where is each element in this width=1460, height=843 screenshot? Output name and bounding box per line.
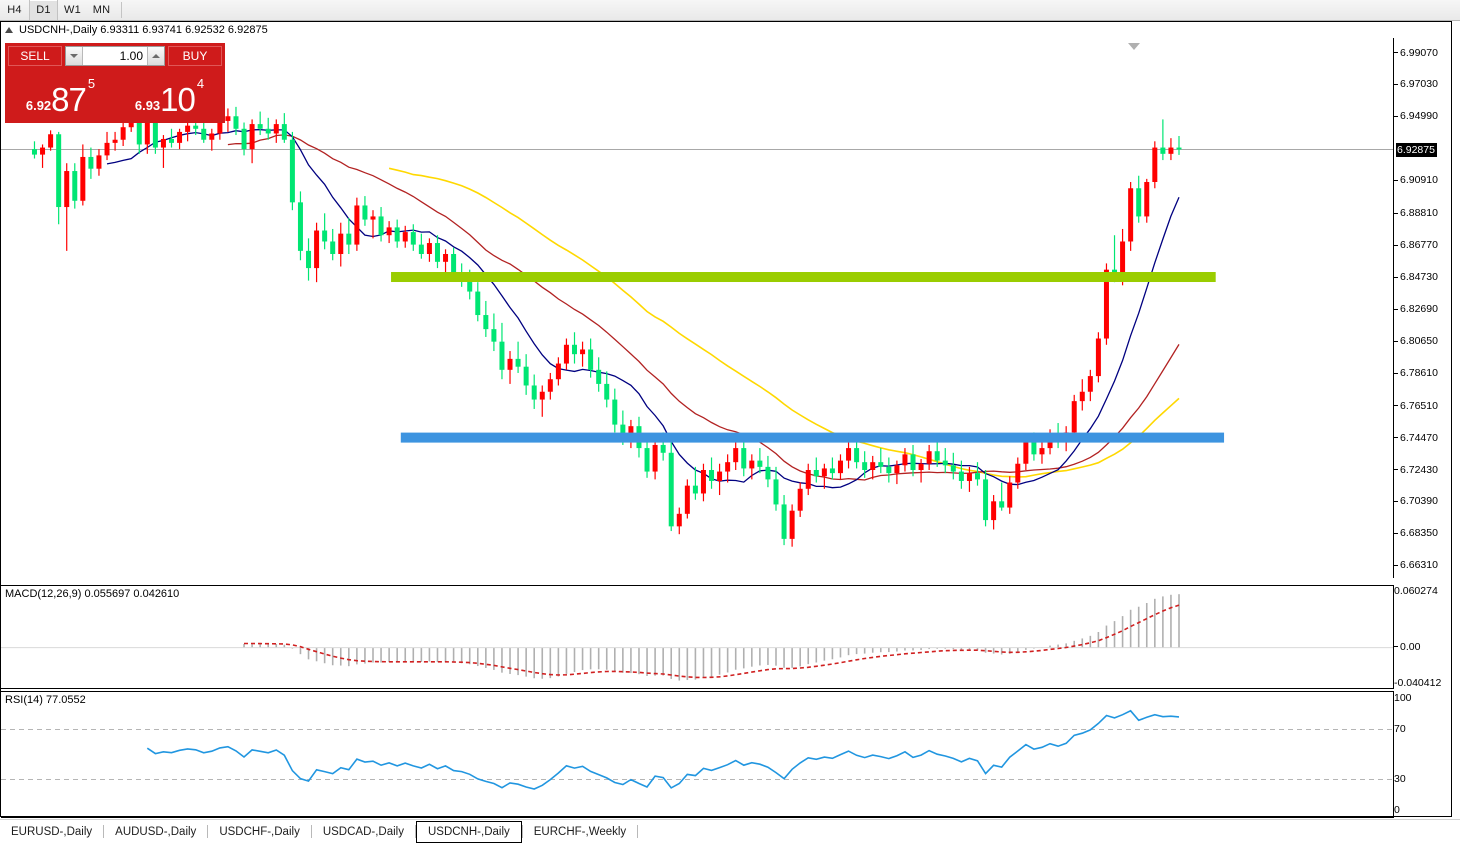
resistance-line (391, 272, 1216, 283)
price-tick: 6.99070 (1394, 47, 1438, 59)
macd-chart-svg (1, 594, 1394, 681)
price-tick: 6.68350 (1394, 527, 1438, 539)
price-scale[interactable]: 6.99070 6.97030 6.94990 6.90910 6.88810 6.867… (1393, 38, 1451, 578)
toolbar-divider (121, 2, 122, 18)
price-tick: 6.78610 (1394, 367, 1438, 379)
price-tick: 6.88810 (1394, 207, 1438, 219)
bid-quote-whole: 6.92 (25, 98, 52, 113)
buy-button[interactable]: BUY (168, 46, 222, 66)
tab-divider (103, 825, 105, 838)
chart-tab-bar: EURUSD-,Daily AUDUSD-,Daily USDCHF-,Daily U… (0, 819, 1460, 843)
rsi-tick: 100 (1394, 692, 1412, 704)
chart-tab-audusd[interactable]: AUDUSD-,Daily (115, 825, 197, 838)
tab-divider (414, 825, 416, 838)
ask-quote-point: 4 (196, 76, 205, 91)
current-price-label: 6.92875 (1396, 142, 1437, 157)
chart-area: USDCNH-,Daily 6.93311 6.93741 6.92532 6.… (0, 21, 1452, 833)
rsi-label: RSI(14) 77.0552 (5, 694, 86, 706)
timeframe-mn[interactable]: MN (87, 0, 116, 20)
macd-scale[interactable]: 0.060274 0.00 -0.040412 (1393, 585, 1451, 689)
bid-quote-point: 5 (87, 76, 96, 91)
chart-tab-eurusd[interactable]: EURUSD-,Daily (11, 825, 93, 838)
page-title: USDCNH-,Daily 6.93311 6.93741 6.92532 6.… (19, 24, 268, 36)
ask-quote[interactable]: 6.93 10 4 (116, 69, 223, 117)
chevron-up-icon (152, 54, 160, 58)
chart-tab-usdcad[interactable]: USDCAD-,Daily (322, 825, 404, 838)
tab-divider (207, 825, 209, 838)
candlestick-series (31, 106, 1182, 547)
price-tick: 6.90910 (1394, 174, 1438, 186)
chart-tab-usdcnh[interactable]: USDCNH-,Daily (415, 820, 522, 843)
timeframe-d1[interactable]: D1 (29, 0, 58, 20)
price-tick: 6.76510 (1394, 400, 1438, 412)
rsi-pane[interactable]: RSI(14) 77.0552 (1, 691, 1394, 817)
macd-tick: 0.00 (1394, 641, 1420, 653)
tab-divider (637, 825, 639, 838)
timeframe-toolbar: H4 D1 W1 MN (0, 0, 1460, 21)
ask-quote-whole: 6.93 (134, 98, 161, 113)
timeframe-h4-label: H4 (7, 4, 22, 16)
chevron-down-icon (70, 54, 78, 58)
volume-decrement-button[interactable] (66, 47, 83, 65)
sell-button[interactable]: SELL (8, 46, 62, 66)
price-tick: 6.97030 (1394, 78, 1438, 90)
support-line (400, 432, 1225, 443)
chart-title-bar: USDCNH-,Daily 6.93311 6.93741 6.92532 6.… (1, 22, 1451, 38)
volume-increment-button[interactable] (147, 47, 164, 65)
chart-tab-eurchf[interactable]: EURCHF-,Weekly (533, 825, 627, 838)
macd-label: MACD(12,26,9) 0.055697 0.042610 (5, 588, 180, 600)
buy-button-label: BUY (182, 49, 208, 63)
timeframe-mn-label: MN (92, 4, 111, 16)
price-tick: 6.82690 (1394, 303, 1438, 315)
price-tick: 6.80650 (1394, 335, 1438, 347)
chart-tab-usdchf[interactable]: USDCHF-,Daily (219, 825, 300, 838)
rsi-chart-svg (1, 709, 1394, 790)
bid-quote-pips: 87 (51, 80, 87, 118)
timeframe-d1-label: D1 (36, 4, 51, 16)
ask-quote-pips: 10 (160, 80, 196, 118)
rsi-line (146, 709, 1180, 790)
price-tick: 6.84730 (1394, 271, 1438, 283)
quotes-row: 6.92 87 5 6.93 10 4 (5, 69, 225, 119)
collapse-triangle-icon[interactable] (5, 27, 13, 33)
chart-shift-marker-icon[interactable] (1128, 43, 1140, 50)
timeframe-w1[interactable]: W1 (58, 0, 87, 20)
price-tick: 6.86770 (1394, 239, 1438, 251)
rsi-scale[interactable]: 100 70 30 0 (1393, 691, 1451, 817)
sell-button-label: SELL (20, 49, 50, 63)
tab-divider (521, 825, 523, 838)
price-tick: 6.70390 (1394, 495, 1438, 507)
macd-pane[interactable]: MACD(12,26,9) 0.055697 0.042610 (1, 585, 1394, 689)
macd-tick: 0.060274 (1394, 585, 1438, 597)
macd-tick: -0.040412 (1394, 677, 1442, 689)
price-tick: 6.74470 (1394, 432, 1438, 444)
bid-quote[interactable]: 6.92 87 5 (7, 69, 114, 117)
trade-controls-row: SELL 1.00 BUY (5, 43, 225, 69)
timeframe-h4[interactable]: H4 (0, 0, 29, 20)
price-tick: 6.72430 (1394, 464, 1438, 476)
volume-input[interactable]: 1.00 (119, 49, 143, 63)
rsi-tick: 0 (1394, 804, 1400, 816)
tab-divider (310, 825, 312, 838)
rsi-tick: 30 (1394, 772, 1406, 785)
one-click-trading-panel[interactable]: SELL 1.00 BUY 6.92 87 5 6.93 (5, 43, 225, 123)
price-tick: 6.66310 (1394, 559, 1438, 571)
price-tick: 6.94990 (1394, 110, 1438, 122)
volume-stepper[interactable]: 1.00 (65, 46, 165, 66)
timeframe-w1-label: W1 (64, 4, 81, 16)
rsi-tick: 70 (1394, 722, 1406, 735)
